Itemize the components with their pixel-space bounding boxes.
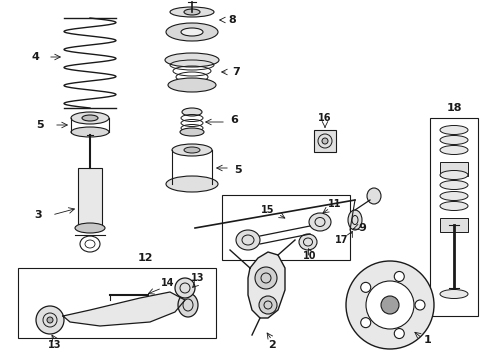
Ellipse shape	[170, 7, 214, 17]
Bar	[314, 130, 336, 152]
Bar	[18, 268, 216, 338]
Ellipse shape	[71, 127, 109, 137]
Ellipse shape	[175, 278, 195, 298]
Ellipse shape	[440, 202, 468, 211]
Ellipse shape	[381, 296, 399, 314]
Ellipse shape	[180, 128, 204, 136]
Ellipse shape	[309, 213, 331, 231]
Text: 6: 6	[230, 115, 238, 125]
Text: 7: 7	[232, 67, 240, 77]
Ellipse shape	[361, 318, 371, 328]
Ellipse shape	[236, 230, 260, 250]
Text: 9: 9	[358, 223, 366, 233]
Bar	[440, 162, 468, 176]
Bar	[78, 168, 102, 228]
Ellipse shape	[440, 135, 468, 144]
Text: 10: 10	[303, 251, 317, 261]
Ellipse shape	[255, 267, 277, 289]
Bar	[440, 218, 468, 232]
Ellipse shape	[259, 296, 277, 314]
Text: 14: 14	[161, 278, 175, 288]
Ellipse shape	[348, 210, 362, 230]
Bar	[430, 118, 478, 316]
Text: 5: 5	[36, 120, 44, 130]
Ellipse shape	[184, 147, 200, 153]
Ellipse shape	[82, 115, 98, 121]
Ellipse shape	[346, 261, 434, 349]
Text: 5: 5	[234, 165, 242, 175]
Ellipse shape	[361, 282, 371, 292]
Bar	[222, 195, 350, 260]
Ellipse shape	[366, 281, 414, 329]
Ellipse shape	[165, 53, 219, 67]
Ellipse shape	[394, 271, 404, 282]
Ellipse shape	[440, 145, 468, 154]
Polygon shape	[63, 292, 185, 326]
Ellipse shape	[178, 293, 198, 317]
Ellipse shape	[394, 329, 404, 338]
Ellipse shape	[440, 289, 468, 298]
Ellipse shape	[184, 9, 200, 15]
Ellipse shape	[440, 171, 468, 180]
Ellipse shape	[47, 317, 53, 323]
Text: 11: 11	[328, 199, 342, 209]
Text: 2: 2	[268, 340, 276, 350]
Ellipse shape	[168, 78, 216, 92]
Ellipse shape	[367, 188, 381, 204]
Ellipse shape	[36, 306, 64, 334]
Text: 16: 16	[318, 113, 332, 123]
Polygon shape	[248, 252, 285, 318]
Ellipse shape	[166, 23, 218, 41]
Ellipse shape	[172, 144, 212, 156]
Ellipse shape	[415, 300, 425, 310]
Ellipse shape	[181, 28, 203, 36]
Ellipse shape	[440, 180, 468, 189]
Text: 12: 12	[137, 253, 153, 263]
Text: 18: 18	[446, 103, 462, 113]
Text: 3: 3	[34, 210, 42, 220]
Text: 13: 13	[48, 340, 62, 350]
Ellipse shape	[182, 108, 202, 116]
Text: 17: 17	[335, 235, 349, 245]
Ellipse shape	[322, 138, 328, 144]
Ellipse shape	[166, 176, 218, 192]
Text: 1: 1	[424, 335, 432, 345]
Ellipse shape	[440, 192, 468, 201]
Ellipse shape	[75, 223, 105, 233]
Ellipse shape	[299, 234, 317, 250]
Text: 4: 4	[31, 52, 39, 62]
Text: 8: 8	[228, 15, 236, 25]
Ellipse shape	[71, 112, 109, 124]
Ellipse shape	[440, 126, 468, 135]
Text: 13: 13	[191, 273, 205, 283]
Text: 15: 15	[261, 205, 275, 215]
